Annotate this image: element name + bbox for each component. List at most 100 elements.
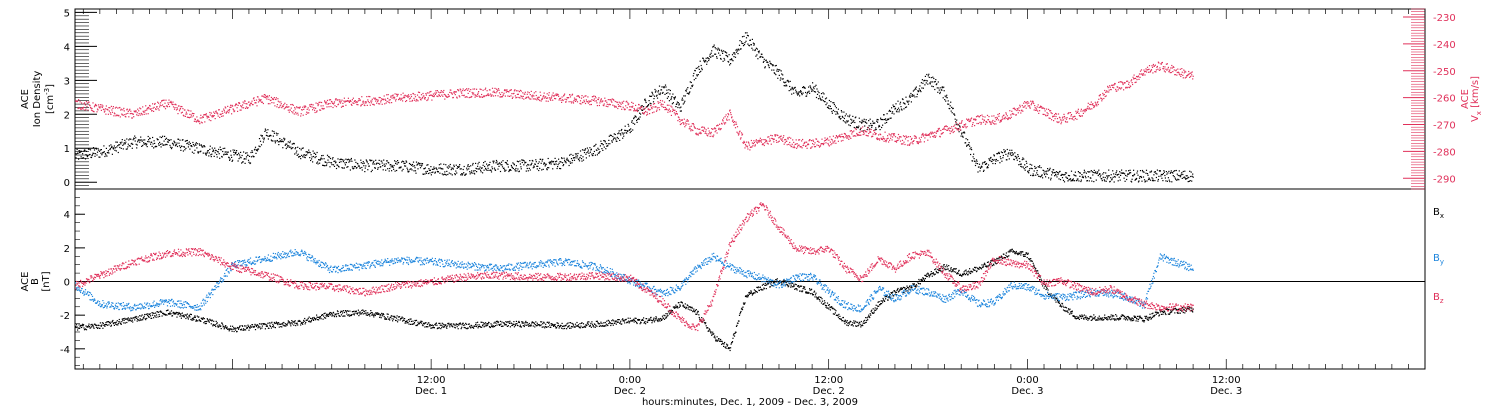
data-point xyxy=(535,159,537,161)
data-point xyxy=(1093,181,1095,183)
data-point xyxy=(772,139,774,141)
data-point xyxy=(128,320,130,322)
data-point xyxy=(176,108,179,110)
data-point xyxy=(1184,170,1186,172)
data-point xyxy=(555,93,557,95)
data-point xyxy=(499,93,502,96)
data-point xyxy=(737,48,740,50)
data-point xyxy=(706,61,708,63)
data-point xyxy=(608,135,610,137)
data-point xyxy=(928,134,930,136)
data-point xyxy=(517,168,519,170)
data-point xyxy=(955,121,957,124)
data-point xyxy=(980,122,983,124)
data-point xyxy=(145,144,147,146)
data-point xyxy=(1096,102,1098,104)
data-point xyxy=(1109,86,1111,88)
data-point xyxy=(154,142,156,144)
data-point xyxy=(298,155,300,158)
data-point xyxy=(1006,148,1008,151)
data-point xyxy=(631,101,633,103)
data-point xyxy=(661,100,664,102)
data-point xyxy=(1131,82,1133,84)
data-point xyxy=(832,102,834,104)
data-point xyxy=(317,105,319,107)
data-point xyxy=(696,75,698,77)
data-point xyxy=(376,99,378,101)
data-point xyxy=(200,121,202,123)
data-point xyxy=(830,108,832,110)
data-point xyxy=(344,164,346,166)
data-point xyxy=(333,101,336,103)
data-point xyxy=(297,114,299,116)
data-point xyxy=(252,104,254,106)
data-point xyxy=(687,87,689,89)
data-point xyxy=(275,140,277,142)
data-point xyxy=(133,317,135,319)
data-point xyxy=(718,48,720,50)
data-point xyxy=(1126,175,1128,177)
data-point xyxy=(224,106,226,108)
data-point xyxy=(556,93,558,95)
data-point xyxy=(715,53,717,55)
data-point xyxy=(535,161,537,163)
data-point xyxy=(415,172,417,174)
data-point xyxy=(263,96,265,98)
data-point xyxy=(291,143,293,145)
data-point xyxy=(666,104,668,106)
data-point xyxy=(852,121,854,123)
data-point xyxy=(430,94,432,96)
data-point xyxy=(927,75,929,77)
data-point xyxy=(841,136,843,138)
data-point xyxy=(1105,172,1107,174)
data-point xyxy=(674,114,676,116)
data-point xyxy=(130,110,132,112)
data-point xyxy=(361,169,363,171)
data-point xyxy=(985,163,987,165)
data-point xyxy=(829,105,831,107)
data-point xyxy=(991,115,993,117)
data-point xyxy=(1079,175,1081,177)
data-point xyxy=(521,97,523,99)
data-point xyxy=(182,150,184,152)
data-point xyxy=(101,106,103,108)
data-point xyxy=(168,105,171,108)
data-point xyxy=(1149,179,1152,181)
data-point xyxy=(1128,170,1130,172)
data-point xyxy=(1139,176,1141,178)
data-point xyxy=(607,145,609,147)
data-point xyxy=(1025,160,1027,162)
data-point xyxy=(420,99,422,101)
data-point xyxy=(362,162,364,165)
data-point xyxy=(231,104,233,106)
data-point xyxy=(630,130,632,132)
data-point xyxy=(525,161,527,163)
data-point xyxy=(199,144,201,146)
data-point xyxy=(1058,178,1060,180)
data-point xyxy=(360,159,362,161)
data-point xyxy=(598,152,600,154)
data-point xyxy=(298,106,300,109)
data-point xyxy=(777,77,779,79)
data-point xyxy=(235,153,237,155)
data-point xyxy=(949,132,951,135)
data-point xyxy=(349,160,351,162)
data-point xyxy=(966,126,968,128)
data-point xyxy=(338,166,340,168)
data-point xyxy=(828,139,830,141)
data-point xyxy=(934,136,936,138)
data-point xyxy=(916,93,918,95)
data-point xyxy=(302,147,304,149)
data-point xyxy=(642,112,644,114)
data-point xyxy=(911,95,913,97)
data-point xyxy=(763,144,765,147)
data-point xyxy=(532,94,534,96)
data-point xyxy=(433,168,435,170)
data-point xyxy=(697,67,699,69)
data-point xyxy=(956,128,958,130)
data-point xyxy=(1146,66,1149,68)
data-point xyxy=(664,93,666,95)
data-point xyxy=(1182,173,1184,176)
data-point xyxy=(876,118,878,121)
data-point xyxy=(930,131,932,133)
